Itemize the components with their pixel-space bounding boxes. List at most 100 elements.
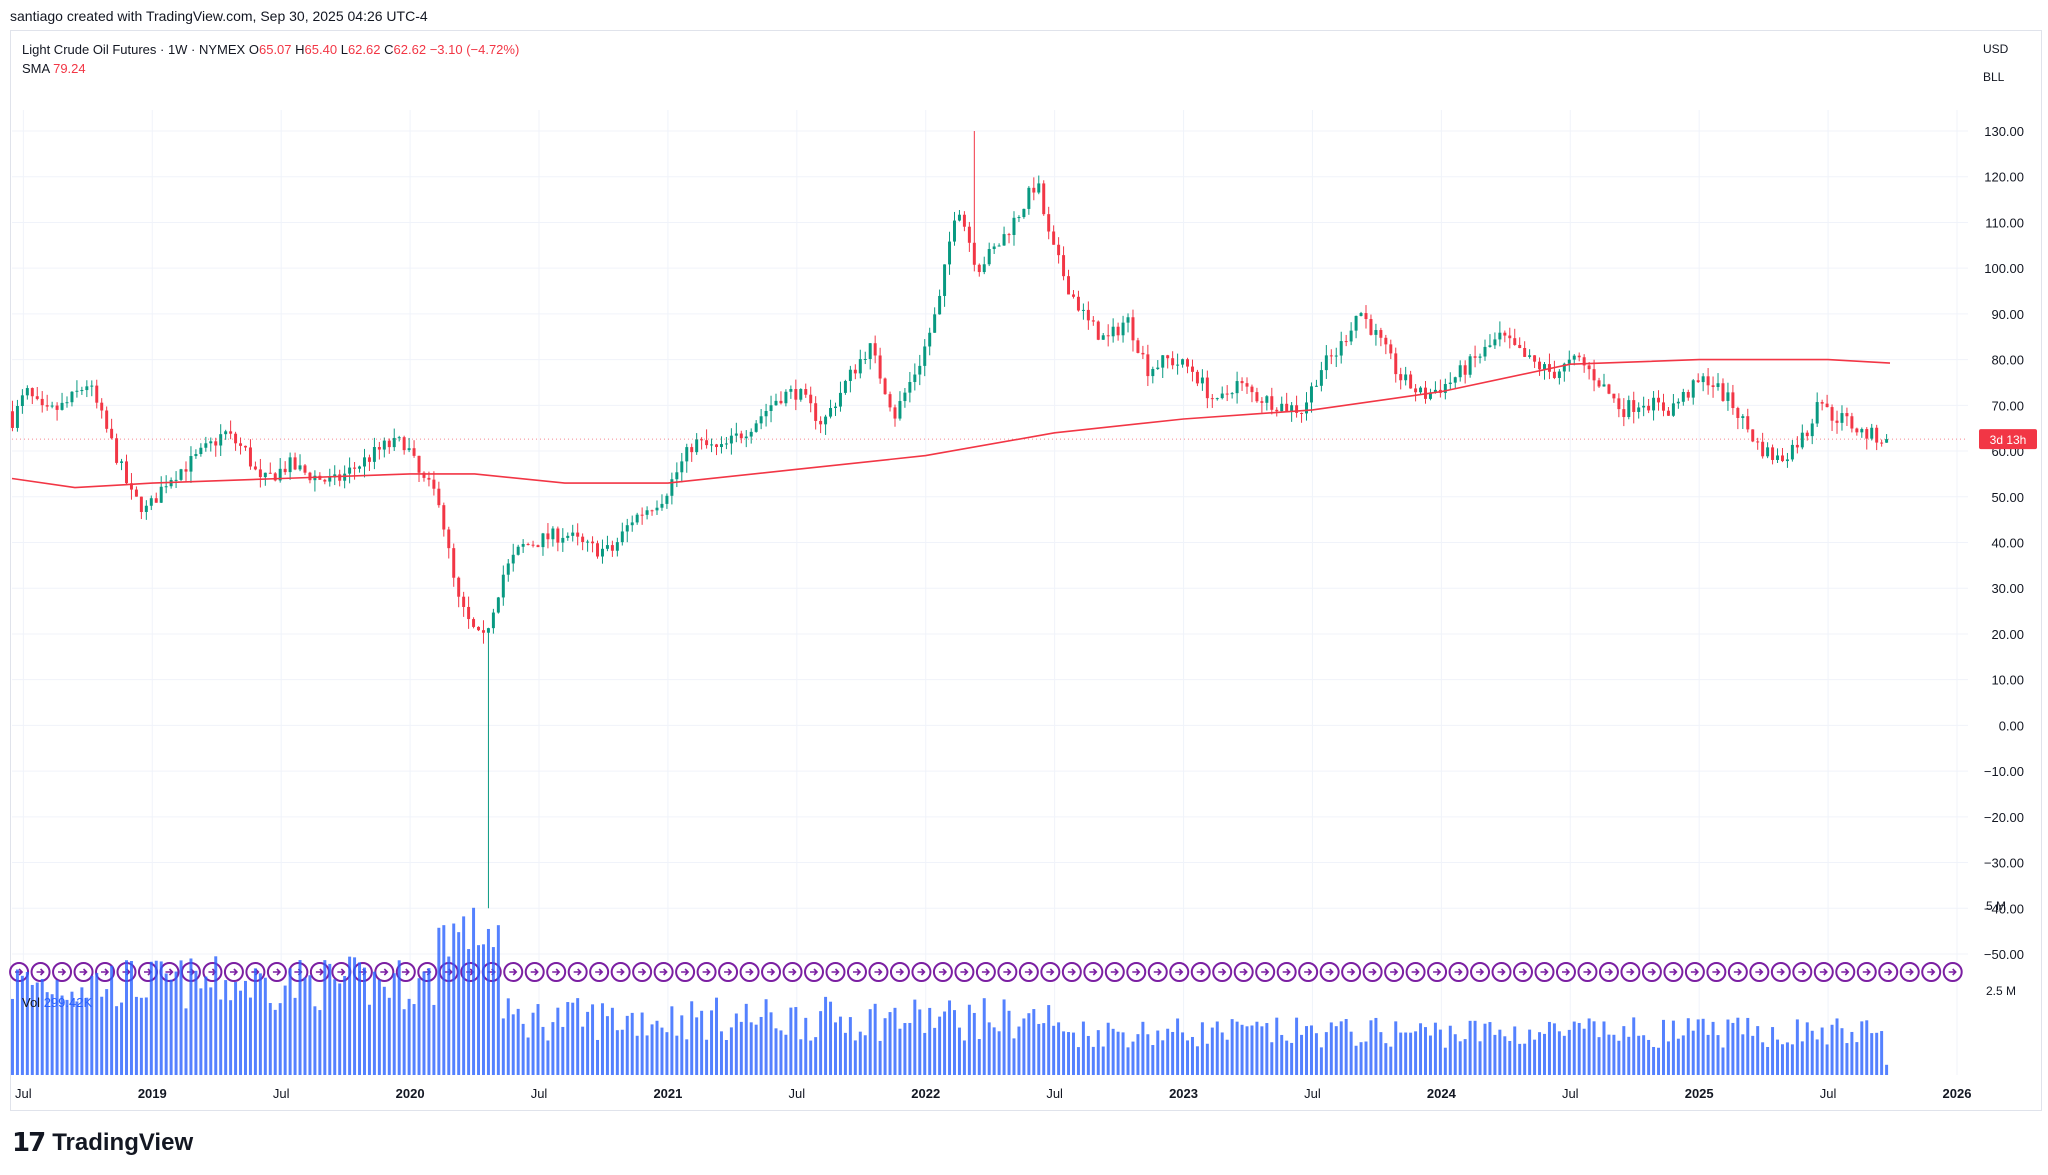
volume-bar	[164, 973, 168, 1075]
candle-body	[878, 355, 882, 379]
event-marker-arrow	[1884, 968, 1893, 976]
candle-body	[754, 423, 758, 432]
volume-bar	[144, 997, 148, 1075]
event-marker-arrow	[1819, 968, 1828, 976]
volume-bar	[333, 979, 337, 1075]
candle-body	[253, 466, 257, 470]
volume-bar	[293, 997, 297, 1075]
volume-bar	[1354, 1045, 1358, 1075]
volume-bar	[1776, 1039, 1780, 1075]
candle-body	[1840, 413, 1844, 423]
event-marker-arrow	[745, 968, 754, 976]
volume-bar	[110, 965, 114, 1075]
volume-bar	[967, 1004, 971, 1075]
volume-bar	[1711, 1021, 1715, 1075]
candle-body	[1037, 183, 1041, 193]
candle-body	[343, 473, 347, 481]
event-marker-arrow	[165, 968, 174, 976]
candle-body	[1885, 439, 1889, 443]
volume-bar	[1334, 1026, 1338, 1075]
candle-body	[630, 522, 634, 526]
candle-body	[1101, 335, 1105, 340]
candle-body	[1032, 187, 1036, 193]
event-marker-arrow	[1089, 968, 1098, 976]
y-tick-label: −20.00	[1984, 810, 2024, 825]
symbol-title: Light Crude Oil Futures · 1W · NYMEX	[22, 42, 246, 57]
candles-layer	[10, 131, 1889, 909]
volume-bar	[1260, 1026, 1264, 1075]
volume-bar	[596, 1039, 600, 1075]
candle-body	[214, 441, 218, 446]
volume-bar	[1761, 1042, 1765, 1075]
candle-body	[1404, 374, 1408, 381]
tradingview-brand[interactable]: 17 TradingView	[12, 1128, 193, 1158]
volume-bar	[1647, 1039, 1651, 1075]
volume-bar	[923, 1032, 927, 1075]
volume-bar	[705, 1039, 709, 1075]
volume-bar	[521, 1023, 525, 1075]
event-marker-arrow	[638, 968, 647, 976]
volume-bar	[928, 1007, 932, 1075]
event-marker-arrow	[401, 968, 410, 976]
candle-body	[407, 448, 411, 451]
volume-bar	[105, 989, 109, 1075]
candle-body	[977, 264, 981, 273]
candle-body	[417, 455, 421, 473]
candle-body	[1042, 183, 1046, 215]
volume-bar	[581, 1026, 585, 1075]
volume-bar	[1166, 1028, 1170, 1075]
candle-body	[1047, 214, 1051, 232]
candle-body	[853, 369, 857, 374]
volume-bar	[1473, 1020, 1477, 1075]
candle-body	[1017, 217, 1021, 219]
event-marker-arrow	[272, 968, 282, 976]
volume-bar	[1414, 1031, 1418, 1075]
volume-bar	[953, 1010, 956, 1075]
volume-bar	[209, 987, 213, 1075]
volume-bar	[1602, 1021, 1606, 1075]
candle-body	[1582, 357, 1586, 366]
event-marker-arrow	[1067, 968, 1076, 976]
volume-bar	[1696, 1019, 1700, 1075]
currency-label[interactable]: USD	[1983, 42, 2009, 56]
event-marker-arrow	[79, 968, 88, 976]
volume-bar	[1820, 1027, 1824, 1075]
candle-body	[700, 439, 704, 441]
volume-bar	[680, 1015, 684, 1075]
candle-body	[1880, 442, 1884, 444]
volume-bar	[1582, 1028, 1586, 1075]
candle-body	[769, 405, 773, 411]
candle-body	[1414, 388, 1418, 393]
event-marker-arrow	[1690, 968, 1700, 976]
y-tick-label: 70.00	[1991, 398, 2024, 413]
candle-body	[1622, 409, 1626, 418]
volume-bar	[630, 1012, 634, 1075]
volume-bar	[1057, 1022, 1061, 1075]
volume-legend[interactable]: Vol 299.42K	[22, 995, 92, 1010]
candle-body	[1731, 392, 1735, 409]
candle-body	[1181, 359, 1185, 365]
unit-label[interactable]: BLL	[1983, 70, 2005, 84]
volume-bar	[1676, 1038, 1680, 1075]
volume-bar	[491, 947, 495, 1075]
candle-body	[1290, 405, 1294, 412]
candle-body	[80, 390, 84, 392]
volume-bar	[55, 980, 59, 1075]
candle-body	[1518, 344, 1522, 349]
volume-bar	[1498, 1029, 1502, 1075]
volume-bar	[1642, 1035, 1646, 1075]
volume-bar	[1314, 1033, 1318, 1075]
candle-body	[566, 535, 570, 538]
volume-bar	[640, 1012, 644, 1075]
symbol-legend[interactable]: Light Crude Oil Futures · 1W · NYMEX O65…	[22, 40, 519, 78]
candle-body	[1771, 447, 1775, 460]
x-tick-label: Jul	[1820, 1086, 1837, 1101]
volume-bar	[1478, 1041, 1482, 1075]
volume-bar	[481, 944, 485, 1075]
candle-body	[1647, 405, 1651, 411]
open-value: 65.07	[258, 42, 292, 57]
candle-body	[1141, 352, 1145, 355]
event-marker-arrow	[1862, 968, 1871, 976]
candle-body	[645, 510, 649, 515]
